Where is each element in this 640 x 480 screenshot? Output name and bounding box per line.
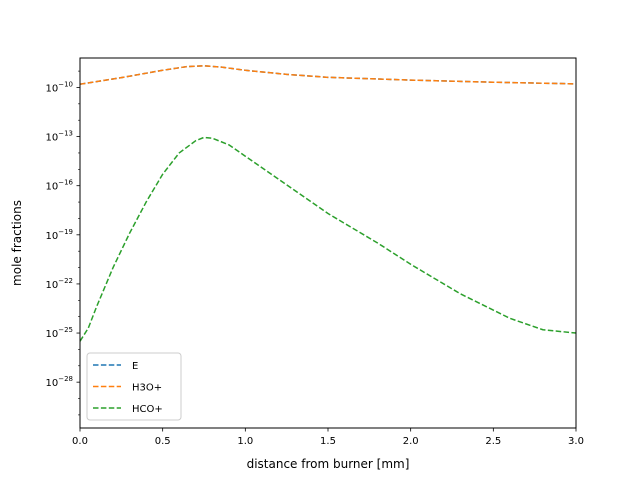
y-axis-label: mole fractions — [10, 200, 24, 286]
legend-label: HCO+ — [132, 404, 163, 415]
x-tick-label: 2.0 — [403, 436, 419, 447]
legend: E H3O+ HCO+ — [86, 352, 182, 421]
series-lines — [79, 65, 577, 342]
y-tick-label: 10−22 — [45, 277, 73, 291]
x-axis: 0.0 0.5 1.0 1.5 2.0 2.5 3.0 — [72, 428, 584, 447]
y-tick-label: 10−25 — [45, 326, 73, 340]
series-line-e — [79, 65, 577, 85]
y-tick-label: 10−19 — [45, 228, 73, 242]
series-line-hco — [79, 136, 577, 342]
legend-box — [86, 352, 182, 421]
x-tick-label: 0.5 — [155, 436, 171, 447]
y-tick-label: 10−13 — [45, 130, 73, 144]
legend-label: H3O+ — [132, 383, 162, 394]
y-tick-label: 10−28 — [45, 375, 73, 389]
y-axis: 10−10 10−13 10−16 10−19 10−22 10−25 10−28 — [45, 70, 80, 416]
x-tick-label: 0.0 — [72, 436, 88, 447]
x-tick-label: 1.0 — [237, 436, 253, 447]
legend-label: E — [132, 361, 138, 372]
x-tick-label: 1.5 — [320, 436, 336, 447]
y-tick-label: 10−16 — [45, 179, 73, 193]
series-line-h3o — [79, 65, 577, 85]
x-tick-label: 2.5 — [485, 436, 501, 447]
x-axis-label: distance from burner [mm] — [247, 457, 410, 471]
x-tick-label: 3.0 — [568, 436, 584, 447]
y-tick-label: 10−10 — [45, 80, 73, 94]
